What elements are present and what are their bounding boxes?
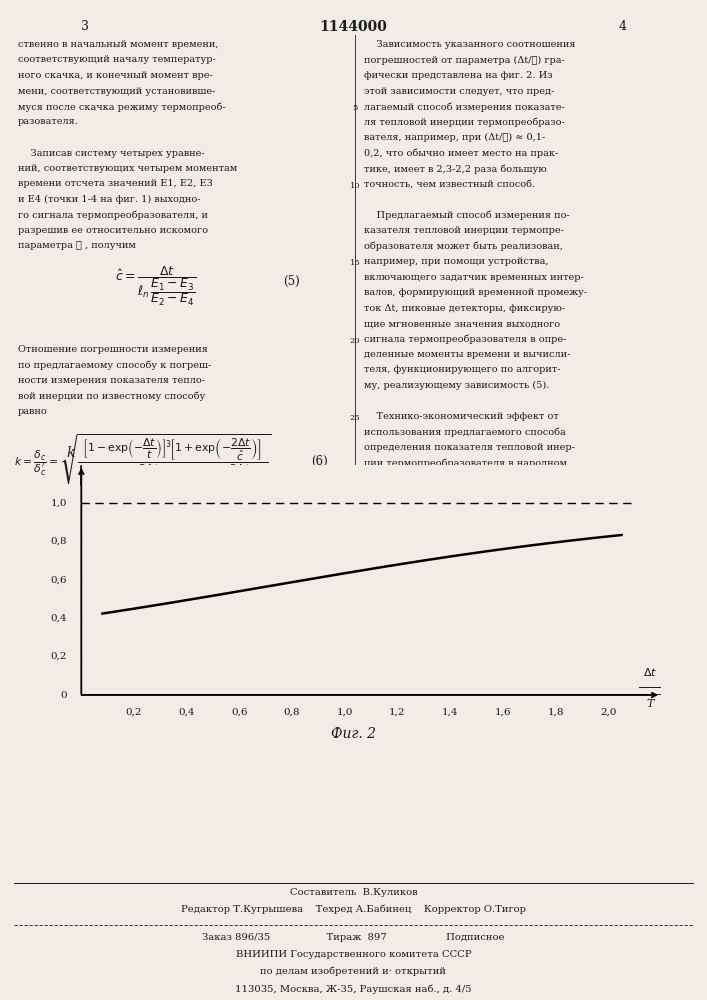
Text: муся после скачка режиму термопреоб-: муся после скачка режиму термопреоб- bbox=[18, 102, 226, 112]
Text: T: T bbox=[647, 699, 654, 709]
Text: го сигнала термопреобразователя, и: го сигнала термопреобразователя, и bbox=[18, 211, 208, 220]
Text: Зависимость указанного соотношения: Зависимость указанного соотношения bbox=[364, 40, 575, 49]
Text: 5: 5 bbox=[352, 104, 358, 112]
Text: ний, соответствующих четырем моментам: ний, соответствующих четырем моментам bbox=[18, 164, 237, 173]
Text: 15: 15 bbox=[349, 259, 361, 267]
Text: ного скачка, и конечный момент вре-: ного скачка, и конечный момент вре- bbox=[18, 71, 212, 80]
Text: Записав систему четырех уравне-: Записав систему четырех уравне- bbox=[18, 149, 204, 158]
Text: 10: 10 bbox=[349, 182, 361, 190]
Text: казателя тепловой инерции термопре-: казателя тепловой инерции термопре- bbox=[364, 226, 564, 235]
Text: 1,2: 1,2 bbox=[390, 708, 406, 717]
Text: щие мгновенные значения выходного: щие мгновенные значения выходного bbox=[364, 319, 560, 328]
Text: ля тепловой инерции термопреобразо-: ля тепловой инерции термопреобразо- bbox=[364, 117, 565, 127]
Text: включающего задатчик временных интер-: включающего задатчик временных интер- bbox=[364, 272, 584, 282]
Text: 0,2: 0,2 bbox=[50, 652, 67, 661]
Text: $k = \dfrac{\delta_c}{\delta_c^{\prime}} = \sqrt{\dfrac{\left[1-\exp\!\left(-\df: $k = \dfrac{\delta_c}{\delta_c^{\prime}}… bbox=[14, 432, 271, 489]
Text: Фиг. 2: Фиг. 2 bbox=[331, 727, 376, 741]
Text: 0,6: 0,6 bbox=[50, 576, 67, 584]
Text: ции термопреобразователя в народном: ции термопреобразователя в народном bbox=[364, 458, 567, 468]
Text: по предлагаемому способу к погреш-: по предлагаемому способу к погреш- bbox=[18, 360, 211, 370]
Text: Заказ 896/35                  Тираж  897                   Подписное: Заказ 896/35 Тираж 897 Подписное bbox=[202, 933, 505, 942]
Text: 0,4: 0,4 bbox=[178, 708, 195, 717]
Text: валов, формирующий временной промежу-: валов, формирующий временной промежу- bbox=[364, 288, 588, 297]
Text: 25: 25 bbox=[349, 414, 361, 422]
Text: 4: 4 bbox=[618, 20, 626, 33]
Text: тике, имеет в 2,3-2,2 раза большую: тике, имеет в 2,3-2,2 раза большую bbox=[364, 164, 547, 174]
Text: вой инерции по известному способу: вой инерции по известному способу bbox=[18, 391, 205, 401]
Text: 0: 0 bbox=[60, 690, 67, 700]
Text: их массовом контроле на заводах-из-: их массовом контроле на заводах-из- bbox=[364, 520, 556, 530]
Text: 0,8: 0,8 bbox=[284, 708, 300, 717]
Text: точность, чем известный способ.: точность, чем известный способ. bbox=[364, 180, 535, 188]
Text: Предлагаемый способ измерения по-: Предлагаемый способ измерения по- bbox=[364, 211, 570, 220]
Text: параметра ℓ , получим: параметра ℓ , получим bbox=[18, 241, 136, 250]
Text: использования предлагаемого способа: использования предлагаемого способа bbox=[364, 428, 566, 437]
Text: $\hat{c} = \dfrac{\Delta t}{\ell_n\,\dfrac{E_1 - E_3}{E_2 - E_4}}$: $\hat{c} = \dfrac{\Delta t}{\ell_n\,\dfr… bbox=[115, 265, 197, 308]
Text: $\Delta t$: $\Delta t$ bbox=[643, 666, 658, 678]
Text: (5): (5) bbox=[283, 275, 300, 288]
Text: 1,0: 1,0 bbox=[337, 708, 353, 717]
Text: времени отсчета значений E1, E2, E3: времени отсчета значений E1, E2, E3 bbox=[18, 180, 213, 188]
Text: 3: 3 bbox=[81, 20, 89, 33]
Text: и E4 (точки 1-4 на фиг. 1) выходно-: и E4 (точки 1-4 на фиг. 1) выходно- bbox=[18, 195, 200, 204]
Text: 0,6: 0,6 bbox=[231, 708, 247, 717]
Text: образователя может быть реализован,: образователя может быть реализован, bbox=[364, 241, 563, 251]
Text: 0,4: 0,4 bbox=[50, 614, 67, 623]
Text: по делам изобретений и· открытий: по делам изобретений и· открытий bbox=[260, 967, 447, 976]
Text: 30: 30 bbox=[349, 492, 361, 500]
Text: равно: равно bbox=[18, 407, 47, 416]
Text: соответствующий началу температур-: соответствующий началу температур- bbox=[18, 55, 216, 64]
Text: разрешив ее относительно искомого: разрешив ее относительно искомого bbox=[18, 226, 208, 235]
Text: k: k bbox=[66, 446, 75, 460]
Text: 0,8: 0,8 bbox=[50, 537, 67, 546]
Text: 1144000: 1144000 bbox=[320, 20, 387, 34]
Text: сигнала термопреобразователя в опре-: сигнала термопреобразователя в опре- bbox=[364, 334, 566, 344]
Text: Редактор Т.Кугрышева    Техред А.Бабинец    Корректор О.Тигор: Редактор Т.Кугрышева Техред А.Бабинец Ко… bbox=[181, 905, 526, 914]
Text: ток Δt, пиковые детекторы, фиксирую-: ток Δt, пиковые детекторы, фиксирую- bbox=[364, 304, 565, 313]
Text: 1,6: 1,6 bbox=[495, 708, 511, 717]
Text: 1,8: 1,8 bbox=[547, 708, 564, 717]
Text: 1,4: 1,4 bbox=[442, 708, 458, 717]
Text: ственно в начальный момент времени,: ственно в начальный момент времени, bbox=[18, 40, 218, 49]
Text: 20: 20 bbox=[350, 337, 360, 345]
Text: 113035, Москва, Ж-35, Раушская наб., д. 4/5: 113035, Москва, Ж-35, Раушская наб., д. … bbox=[235, 984, 472, 994]
Text: ности измерения показателя тепло-: ности измерения показателя тепло- bbox=[18, 376, 204, 385]
Text: теля, функционирующего по алгорит-: теля, функционирующего по алгорит- bbox=[364, 365, 561, 374]
Text: 1,0: 1,0 bbox=[50, 499, 67, 508]
Text: погрешностей от параметра (Δt/ℓ) гра-: погрешностей от параметра (Δt/ℓ) гра- bbox=[364, 55, 565, 65]
Text: Технико-экономический эффект от: Технико-экономический эффект от bbox=[364, 412, 559, 421]
Text: этой зависимости следует, что пред-: этой зависимости следует, что пред- bbox=[364, 87, 554, 96]
Text: фически представлена на фиг. 2. Из: фически представлена на фиг. 2. Из bbox=[364, 71, 553, 80]
Text: разователя.: разователя. bbox=[18, 117, 78, 126]
Text: Отношение погрешности измерения: Отношение погрешности измерения bbox=[18, 345, 208, 354]
Text: готовителях.: готовителях. bbox=[364, 536, 431, 545]
Text: ВНИИПИ Государственного комитета СССР: ВНИИПИ Государственного комитета СССР bbox=[235, 950, 472, 959]
Text: 2,0: 2,0 bbox=[600, 708, 617, 717]
Text: му, реализующему зависимость (5).: му, реализующему зависимость (5). bbox=[364, 381, 549, 390]
Text: 0,2: 0,2 bbox=[126, 708, 142, 717]
Text: например, при помощи устройства,: например, при помощи устройства, bbox=[364, 257, 549, 266]
Text: ности определения показателя тепло-: ности определения показателя тепло- bbox=[364, 490, 562, 499]
Text: определения показателя тепловой инер-: определения показателя тепловой инер- bbox=[364, 443, 575, 452]
Text: деленные моменты времени и вычисли-: деленные моменты времени и вычисли- bbox=[364, 350, 571, 359]
Text: 0,2, что обычно имеет место на прак-: 0,2, что обычно имеет место на прак- bbox=[364, 149, 559, 158]
Text: вой инерции термопреобразователей при: вой инерции термопреобразователей при bbox=[364, 505, 580, 514]
Text: Составитель  В.Куликов: Составитель В.Куликов bbox=[290, 888, 417, 897]
Text: (6): (6) bbox=[311, 454, 328, 468]
Text: вателя, например, при (Δt/ℓ) ≈ 0,1-: вателя, например, при (Δt/ℓ) ≈ 0,1- bbox=[364, 133, 545, 142]
Text: лагаемый способ измерения показате-: лагаемый способ измерения показате- bbox=[364, 102, 565, 112]
Text: мени, соответствующий установивше-: мени, соответствующий установивше- bbox=[18, 87, 215, 96]
Text: хозяйстве обусловлен повышением точ-: хозяйстве обусловлен повышением точ- bbox=[364, 474, 571, 484]
